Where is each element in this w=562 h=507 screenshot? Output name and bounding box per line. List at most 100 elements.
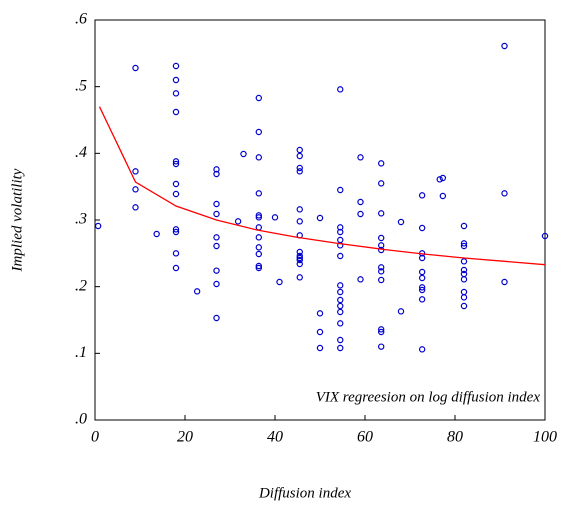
point bbox=[234, 218, 242, 225]
point bbox=[255, 234, 262, 241]
y-tick-label: .2 bbox=[75, 277, 87, 294]
point bbox=[337, 252, 344, 260]
point bbox=[132, 64, 139, 72]
point bbox=[337, 86, 344, 93]
point bbox=[172, 76, 180, 84]
x-tick-label: 20 bbox=[177, 429, 193, 446]
point bbox=[296, 146, 303, 154]
point bbox=[296, 218, 303, 225]
point bbox=[378, 328, 385, 336]
point bbox=[255, 212, 262, 219]
point bbox=[378, 343, 385, 350]
point bbox=[296, 274, 303, 281]
point bbox=[357, 210, 364, 218]
point bbox=[378, 264, 385, 271]
point bbox=[357, 154, 364, 161]
point bbox=[501, 42, 508, 50]
point bbox=[397, 308, 405, 315]
point bbox=[378, 326, 385, 333]
point bbox=[255, 224, 262, 231]
point bbox=[296, 256, 303, 264]
point bbox=[337, 308, 344, 316]
point bbox=[378, 180, 385, 187]
point bbox=[213, 234, 220, 241]
point bbox=[172, 180, 180, 188]
point bbox=[337, 320, 344, 327]
y-tick-label: .6 bbox=[75, 11, 87, 28]
point bbox=[172, 160, 180, 168]
point bbox=[296, 168, 303, 175]
point bbox=[255, 262, 262, 270]
x-tick-label: 80 bbox=[447, 429, 463, 446]
point bbox=[255, 244, 262, 251]
point bbox=[132, 204, 139, 211]
point bbox=[213, 242, 220, 250]
point bbox=[418, 224, 426, 232]
point bbox=[172, 250, 180, 257]
point bbox=[172, 190, 180, 198]
x-tick-label: 100 bbox=[533, 429, 557, 446]
point bbox=[337, 336, 344, 344]
point bbox=[337, 344, 344, 352]
point bbox=[418, 296, 426, 303]
point bbox=[213, 200, 220, 208]
point bbox=[296, 152, 303, 160]
point bbox=[460, 266, 468, 274]
y-tick-label: .0 bbox=[75, 411, 87, 428]
point bbox=[172, 226, 180, 233]
point bbox=[337, 236, 344, 244]
point bbox=[439, 192, 447, 200]
point bbox=[439, 174, 447, 182]
point bbox=[460, 302, 468, 310]
point bbox=[378, 160, 385, 167]
point bbox=[337, 282, 344, 289]
point bbox=[378, 268, 385, 275]
point bbox=[271, 214, 279, 221]
point bbox=[255, 264, 262, 272]
point bbox=[460, 222, 468, 230]
point bbox=[255, 190, 262, 197]
y-tick-label: .5 bbox=[75, 77, 87, 94]
y-tick-label: .1 bbox=[75, 344, 87, 361]
point bbox=[316, 328, 324, 336]
point bbox=[418, 284, 426, 291]
point bbox=[460, 258, 468, 265]
point bbox=[172, 158, 180, 165]
x-tick-label: 0 bbox=[91, 429, 99, 446]
y-tick-label: .3 bbox=[75, 211, 87, 228]
point bbox=[296, 260, 303, 268]
point bbox=[296, 254, 303, 262]
point bbox=[418, 254, 426, 262]
point bbox=[378, 210, 385, 217]
y-tick-label: .4 bbox=[75, 144, 87, 161]
point bbox=[378, 234, 385, 242]
point bbox=[172, 90, 180, 97]
point bbox=[418, 192, 426, 199]
annotation: VIX regreesion on log diffusion index bbox=[316, 389, 541, 405]
point bbox=[296, 252, 303, 260]
point bbox=[276, 278, 283, 286]
point bbox=[213, 314, 220, 322]
point bbox=[172, 264, 180, 272]
point bbox=[418, 274, 426, 282]
point bbox=[193, 288, 201, 295]
point bbox=[460, 240, 468, 247]
point bbox=[501, 278, 508, 286]
point bbox=[94, 222, 102, 230]
point bbox=[153, 230, 160, 238]
point bbox=[316, 214, 324, 222]
point bbox=[316, 310, 324, 317]
x-tick-label: 40 bbox=[267, 429, 283, 446]
point bbox=[213, 280, 220, 288]
point bbox=[337, 302, 344, 310]
point bbox=[337, 228, 344, 236]
point bbox=[357, 198, 364, 206]
point bbox=[213, 170, 220, 178]
point bbox=[418, 346, 426, 353]
point bbox=[397, 218, 405, 226]
x-axis-label: Diffusion index bbox=[258, 485, 351, 501]
point bbox=[436, 176, 443, 183]
point bbox=[378, 276, 385, 284]
point bbox=[541, 232, 549, 240]
point bbox=[296, 164, 303, 172]
